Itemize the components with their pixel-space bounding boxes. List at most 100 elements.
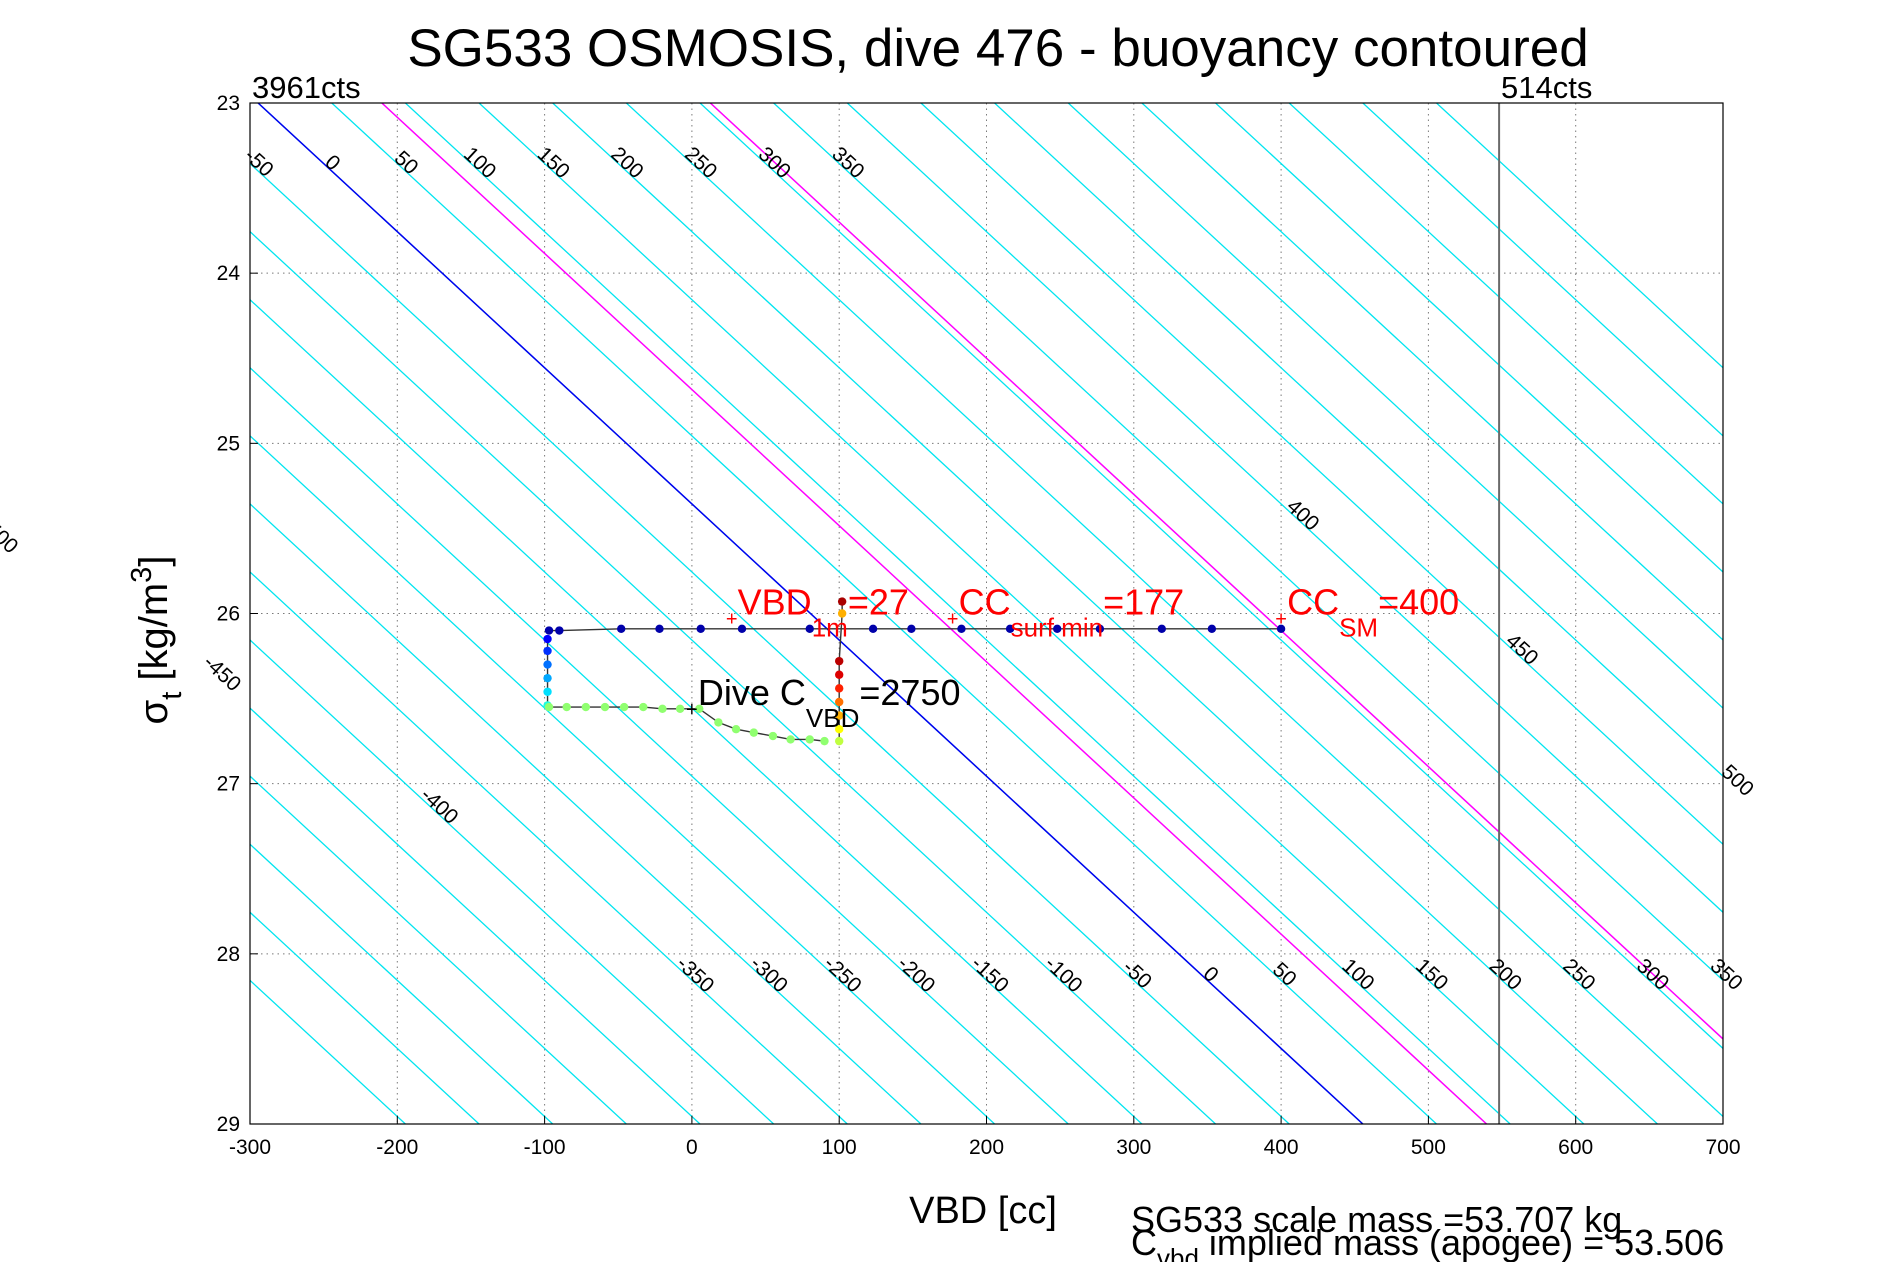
series-0-point-11 [1053, 624, 1062, 634]
series-0-point-10 [1005, 624, 1015, 634]
series-0-point-3 [655, 624, 664, 634]
contour-line-1 [250, 911, 480, 1124]
annotation-marker-1: + [947, 609, 959, 631]
annotations: + VBD1m=27 + CCsurf min=177 + CCSM=400+ Dive C… [686, 582, 1459, 733]
series-2-point-3 [835, 697, 844, 707]
x-tick-label-10: 700 [1705, 1136, 1740, 1159]
series-1-point-3 [543, 673, 552, 683]
annotation-3-value: =2750 [859, 672, 960, 713]
series-1-point-13 [675, 704, 685, 713]
annotation-marker-2: + [1275, 609, 1287, 631]
chart-title: SG533 OSMOSIS, dive 476 - buoyancy conto… [407, 19, 1588, 78]
series-0-point-6 [805, 624, 814, 634]
contour-line-29 [1436, 103, 1723, 369]
annotation-0-name: VBD [738, 582, 812, 623]
series-2-point-7 [837, 609, 847, 618]
x-tick-label-0: -300 [229, 1136, 271, 1159]
annotation-2-name: CC [1287, 582, 1339, 623]
contour-line-11 [250, 230, 1216, 1124]
contour-line-2 [250, 843, 554, 1124]
x-tick-label-7: 400 [1264, 1136, 1299, 1159]
series-1-point-12 [658, 704, 667, 713]
x-tick-label-3: 0 [686, 1136, 698, 1159]
series-0-point-2 [616, 624, 626, 634]
series-0-point-8 [907, 624, 916, 634]
annotation-1-name: CC [959, 582, 1011, 623]
series-2-point-4 [835, 684, 844, 693]
series-0-point-13 [1157, 624, 1166, 634]
series-1-point-19 [786, 735, 795, 744]
annotation-3-subscript: VBD [806, 703, 859, 733]
series-0-point-9 [957, 624, 966, 634]
footer-implied-mass-value: implied mass (apogee) = 53.506 [1199, 1222, 1724, 1262]
contour-line-18 [625, 103, 1723, 1118]
annotation-1-value: =177 [1103, 582, 1184, 623]
x-tick-label-4: 100 [822, 1136, 857, 1159]
series-1-point-18 [768, 731, 778, 741]
series-1-point-20 [805, 735, 814, 744]
annotation-2-subscript: SM [1339, 613, 1378, 643]
corner-right-label: 514cts [1501, 70, 1592, 105]
contour-line-12 [250, 162, 1290, 1124]
x-tick-labels: -300 -200 -100 0 100 200 300 400 500 600 700 [229, 1116, 1741, 1159]
x-tick-label-2: -100 [524, 1136, 566, 1159]
contour-line-9 [250, 366, 1069, 1124]
contour-label-left-0: -500 [0, 513, 22, 558]
special-line-2 [709, 103, 1723, 1040]
series-1-point-21 [820, 736, 829, 746]
series-1-point-2 [543, 660, 552, 669]
special-line-0 [257, 103, 1364, 1124]
y-axis-label-symbol: σ [132, 699, 176, 724]
series-2-point-0 [835, 736, 844, 746]
series-0-point-0 [544, 626, 554, 635]
special-lines [257, 103, 1723, 1124]
series-1-point-10 [619, 702, 629, 712]
y-axis-label-unit: [kg/m [132, 583, 176, 692]
footer-implied-mass-symbol: C [1131, 1222, 1157, 1262]
corner-left-label: 3961cts [252, 70, 361, 105]
series-0-point-4 [696, 624, 705, 634]
series-2-point-6 [835, 656, 844, 666]
series-1-point-14 [695, 704, 704, 713]
series-1-line [546, 639, 825, 742]
contour-line-21 [846, 103, 1723, 914]
x-tick-label-6: 300 [1116, 1136, 1151, 1159]
y-tick-labels: 23 24 25 26 27 28 29 [217, 92, 258, 1136]
x-tick-label-9: 600 [1558, 1136, 1593, 1159]
series-0-line [549, 628, 1282, 632]
annotation-0: VBD1m=27 [738, 582, 909, 643]
series-1-point-8 [581, 702, 591, 712]
series-0-point-15 [1276, 624, 1286, 634]
series-1-point-7 [562, 702, 571, 712]
contour-line-27 [1288, 103, 1723, 505]
contour-line-24 [1067, 103, 1723, 709]
y-axis-label-subscript: t [156, 692, 188, 700]
series-2-point-5 [835, 670, 844, 679]
annotation-3: Dive CVBD=2750 [698, 672, 961, 733]
series-1-point-0 [543, 634, 552, 644]
contour-line-20 [773, 103, 1723, 982]
contour-line-22 [920, 103, 1723, 846]
footer-implied-mass: Cvbd implied mass (apogee) = 53.506 [1131, 1222, 1724, 1262]
contour-line-28 [1362, 103, 1723, 437]
series-1-point-6 [544, 702, 554, 712]
series-0-point-12 [1095, 624, 1105, 634]
series-1-point-11 [639, 702, 648, 712]
contour-line-16 [478, 103, 1585, 1124]
y-axis-label-unit-close: ] [132, 556, 176, 567]
footer-implied-mass-subscript: vbd [1157, 1243, 1199, 1262]
y-tick-label-0: 23 [217, 92, 240, 115]
contour-line-5 [250, 639, 775, 1124]
contour-line-8 [250, 434, 996, 1124]
annotation-1-subscript: surf min [1011, 613, 1103, 643]
contour-line-6 [250, 571, 848, 1124]
series-1-point-17 [749, 728, 758, 737]
annotation-2: CCSM=400 [1287, 582, 1459, 643]
series-0-point-14 [1207, 624, 1217, 634]
series-2-point-8 [837, 597, 847, 606]
series-1-point-16 [731, 725, 741, 734]
series-2-point-1 [835, 725, 844, 734]
footer-scale-mass: SG533 scale mass =53.707 kg [1131, 1199, 1622, 1240]
series-0-point-5 [737, 624, 747, 634]
annotation-1: CCsurf min=177 [959, 582, 1185, 643]
